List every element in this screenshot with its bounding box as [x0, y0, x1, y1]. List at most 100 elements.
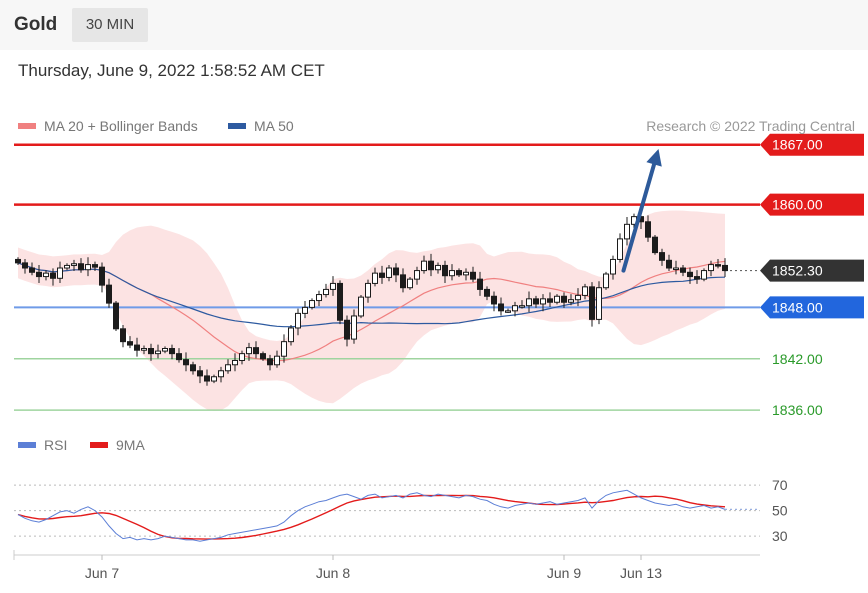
candle-body [267, 358, 273, 366]
candle-body [176, 353, 182, 361]
candle-body [43, 272, 49, 278]
candle-body [645, 221, 651, 238]
candle-body [141, 348, 147, 351]
legend-swatch-ma50 [228, 123, 246, 129]
level-tag-1852-30 [760, 259, 864, 282]
candle-body [225, 364, 231, 372]
candle-body [197, 370, 203, 377]
candle-body [442, 264, 448, 277]
candle [183, 352, 189, 372]
candle [400, 268, 406, 293]
candle-body [78, 263, 84, 271]
candle [673, 260, 679, 275]
candle-body [575, 294, 581, 301]
candle [113, 300, 119, 331]
candle [652, 235, 658, 255]
ma9-legend-label: 9MA [116, 437, 145, 453]
x-label-Jun-7: Jun 7 [85, 565, 119, 581]
candle-body [617, 238, 623, 260]
candle [155, 344, 161, 359]
level-tag-1867-00 [760, 133, 864, 156]
candle-body [708, 264, 714, 272]
candle [22, 259, 28, 274]
candle-body [344, 319, 350, 340]
level-label-1836-00: 1836.00 [772, 402, 823, 418]
candle [176, 348, 182, 363]
candle-body [393, 267, 399, 276]
candle-body [120, 328, 126, 343]
candle [484, 286, 490, 301]
candle-body [85, 264, 91, 271]
candle-body [246, 347, 252, 355]
timeframe-button[interactable]: 30 MIN [72, 8, 148, 42]
candle [288, 324, 294, 346]
candle [414, 266, 420, 285]
candle [134, 337, 140, 357]
candle [330, 276, 336, 296]
candle [64, 263, 70, 271]
candle [596, 281, 602, 325]
candle-body [421, 260, 427, 272]
candle [379, 265, 385, 284]
candle-body [106, 284, 112, 304]
candle [582, 283, 588, 300]
candle [162, 346, 168, 354]
candle [281, 334, 287, 363]
candle [127, 336, 133, 349]
candle [372, 267, 378, 287]
candle-body [379, 272, 385, 278]
candle-body [568, 299, 574, 303]
rsi-grid: 70 50 30 [14, 477, 788, 544]
candle-body [253, 347, 259, 355]
candle [435, 262, 441, 274]
ma50-line [17, 262, 726, 328]
candle-body [134, 344, 140, 351]
candle [218, 366, 224, 383]
candle-body [512, 305, 518, 312]
candle [610, 255, 616, 280]
level-labels: 1867.00 1860.00 1852.30 1848.00 1842.00 1836.… [760, 133, 864, 418]
candle-body [183, 359, 189, 366]
candle [106, 278, 112, 308]
candle [505, 308, 511, 313]
candle [36, 265, 42, 283]
candle-body [652, 236, 658, 254]
candle-body [260, 353, 266, 360]
candle-body [561, 295, 567, 303]
candle-body [456, 270, 462, 276]
candle [617, 233, 623, 263]
candle [232, 353, 238, 372]
candle-body [169, 348, 175, 355]
candle [645, 215, 651, 242]
candle-body [92, 264, 98, 268]
candle [666, 254, 672, 272]
forecast-arrow-shaft [621, 162, 657, 273]
candle-body [316, 294, 322, 302]
rsi-legend-swatch [18, 442, 36, 448]
level-tag-1860-00 [760, 193, 864, 216]
candle-body [295, 312, 301, 329]
candle [204, 369, 210, 386]
x-label-Jun-9: Jun 9 [547, 565, 581, 581]
candle-body [113, 302, 119, 330]
price-levels [14, 143, 760, 411]
candle-body [323, 288, 329, 296]
candle [246, 342, 252, 361]
candle-body [407, 278, 413, 289]
candle-body [302, 306, 308, 314]
candle [386, 265, 392, 282]
candle [407, 277, 413, 290]
candle-body [687, 271, 693, 278]
candle [253, 341, 259, 359]
rsi-lines [17, 489, 760, 542]
legend-label-ma20: MA 20 + Bollinger Bands [44, 118, 198, 134]
rsi-legend-label: RSI [44, 437, 67, 453]
candle-body [463, 271, 469, 276]
candle-body [435, 264, 441, 271]
candle-body [596, 287, 602, 320]
candle [519, 300, 525, 309]
candle-body [666, 259, 672, 269]
level-label-1867-00: 1867.00 [772, 137, 823, 153]
candle [316, 290, 322, 307]
